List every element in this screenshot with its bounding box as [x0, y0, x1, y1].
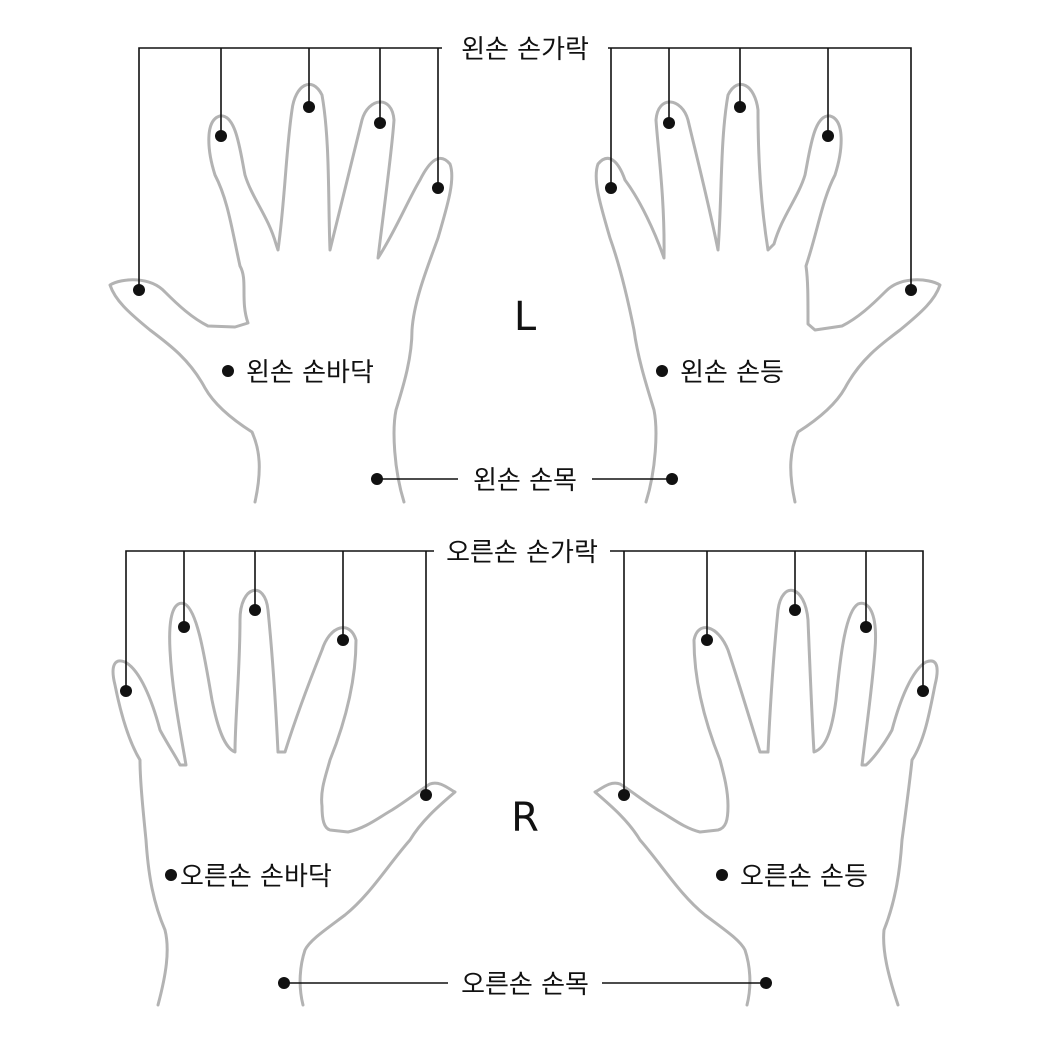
fingertip-dot — [917, 685, 929, 697]
left-back-hand-outline — [594, 82, 942, 504]
right-back-dot — [716, 869, 728, 881]
right-palm-hand-outline — [111, 588, 457, 1007]
left-palm-label: 왼손 손바닥 — [246, 358, 374, 388]
right-wrist-leader — [278, 977, 772, 989]
fingertip-dot — [618, 789, 630, 801]
fingertip-dot — [420, 789, 432, 801]
left-back-label: 왼손 손등 — [680, 358, 784, 388]
fingertip-dot — [663, 117, 675, 129]
wrist-dot — [278, 977, 290, 989]
right-back-hand-outline — [593, 588, 939, 1007]
left-fingers-label: 왼손 손가락 — [461, 35, 589, 65]
left-hand-section: 왼손 손가락 L 왼손 손바닥 왼손 손등 왼손 손목 — [108, 35, 942, 504]
right-fingers-label: 오른손 손가락 — [446, 538, 598, 568]
fingertip-dot — [822, 130, 834, 142]
fingertip-dot — [432, 182, 444, 194]
wrist-dot — [760, 977, 772, 989]
wrist-dot — [666, 473, 678, 485]
right-palm-label: 오른손 손바닥 — [180, 862, 332, 892]
fingertip-dot — [605, 182, 617, 194]
fingertip-dot — [178, 621, 190, 633]
left-palm-dot — [222, 365, 234, 377]
fingertip-dot — [701, 634, 713, 646]
left-fingers-leader — [138, 47, 912, 290]
left-wrist-label: 왼손 손목 — [473, 466, 577, 496]
fingertip-dot — [789, 604, 801, 616]
left-back-dot — [656, 365, 668, 377]
left-side-letter: L — [514, 294, 537, 340]
right-palm-dot — [165, 869, 177, 881]
fingertip-dot — [374, 117, 386, 129]
fingertip-dot — [303, 101, 315, 113]
right-hand-section: 오른손 손가락 R 오른손 손바닥 오른손 손등 오른손 손목 — [111, 538, 939, 1007]
fingertip-dot — [249, 604, 261, 616]
wrist-dot — [371, 473, 383, 485]
right-fingertip-dots — [120, 604, 929, 801]
fingertip-dot — [860, 621, 872, 633]
right-side-letter: R — [511, 795, 539, 841]
fingertip-dot — [734, 101, 746, 113]
fingertip-dot — [120, 685, 132, 697]
left-palm-hand-outline — [108, 82, 454, 504]
right-wrist-label: 오른손 손목 — [461, 970, 589, 1000]
fingertip-dot — [905, 284, 917, 296]
fingertip-dot — [215, 130, 227, 142]
left-wrist-leader — [371, 473, 678, 485]
right-fingers-leader — [125, 550, 924, 795]
fingertip-dot — [337, 634, 349, 646]
left-fingertip-dots — [133, 101, 917, 296]
right-back-label: 오른손 손등 — [740, 862, 868, 892]
fingertip-dot — [133, 284, 145, 296]
